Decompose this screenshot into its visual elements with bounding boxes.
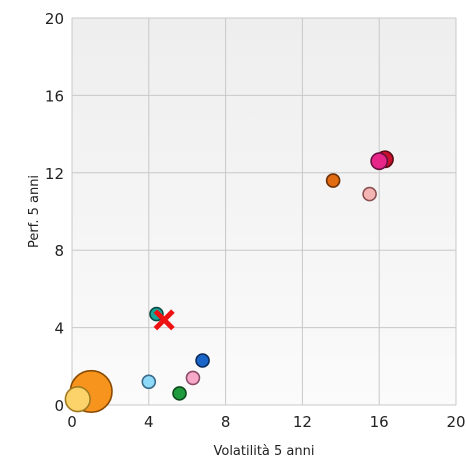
y-tick-label: 0 [54,397,64,415]
x-tick-label: 4 [144,413,154,431]
data-point-bubble[interactable] [363,188,376,201]
x-tick-label: 12 [293,413,312,431]
y-tick-label: 12 [45,165,64,183]
data-point-bubble[interactable] [186,371,199,384]
data-point-bubble[interactable] [371,153,387,169]
plot-area [72,18,456,405]
y-axis-label: Perf. 5 anni [27,175,42,248]
data-point-bubble[interactable] [173,387,186,400]
data-point-bubble[interactable] [327,174,340,187]
x-tick-label: 0 [67,413,77,431]
y-tick-label: 4 [54,320,64,338]
y-tick-label: 20 [45,10,64,28]
y-tick-label: 16 [45,87,64,105]
x-tick-label: 20 [446,413,465,431]
x-tick-label: 8 [221,413,231,431]
data-point-bubble[interactable] [142,375,155,388]
data-point-bubble[interactable] [196,354,209,367]
y-tick-label: 8 [54,242,64,260]
data-point-bubble[interactable] [65,387,90,412]
x-axis-label: Volatilità 5 anni [213,444,314,459]
x-tick-label: 16 [370,413,389,431]
